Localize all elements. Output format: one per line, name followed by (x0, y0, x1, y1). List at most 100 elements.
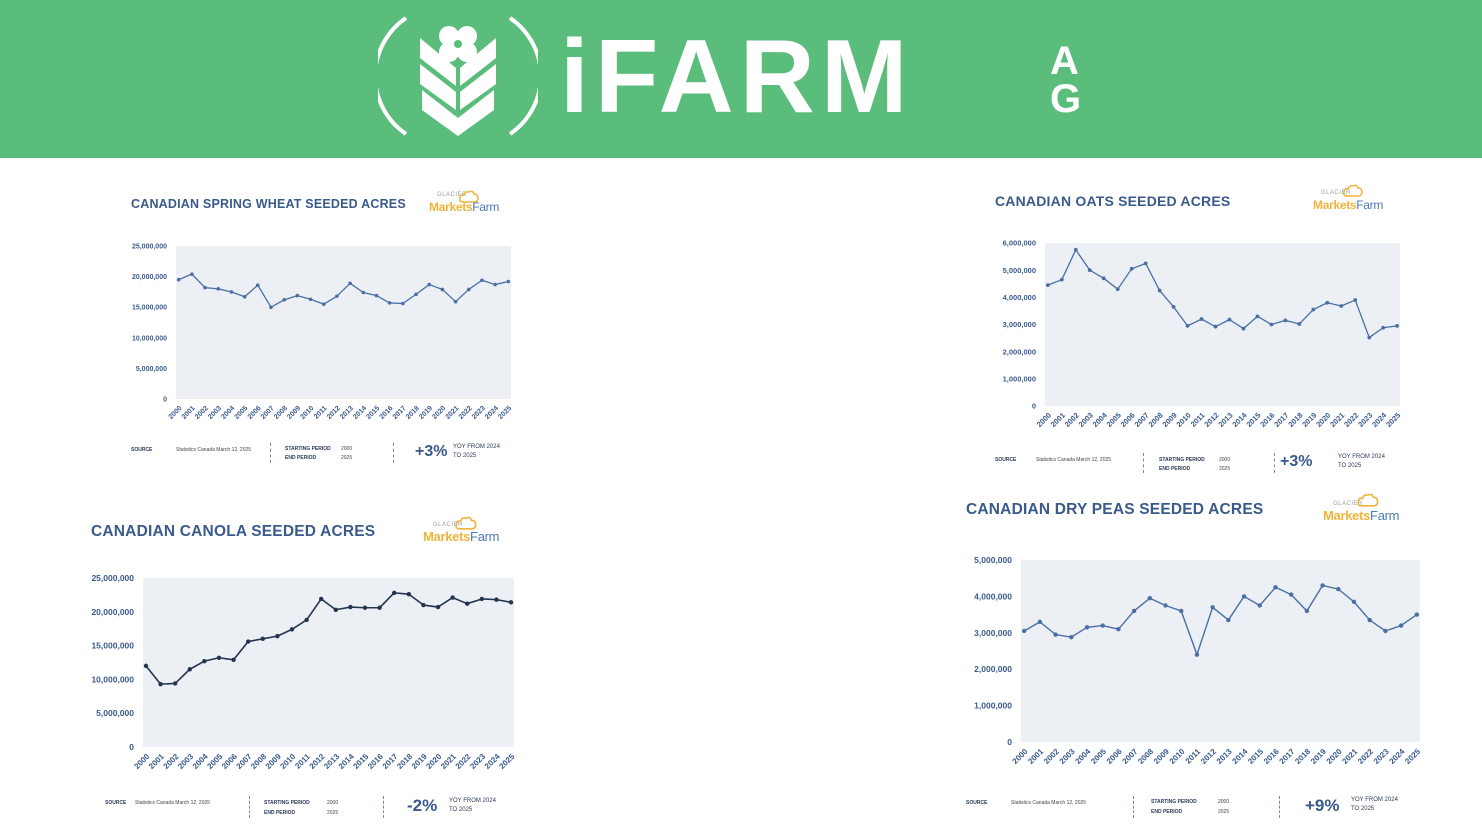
ifarm-wordmark: iFARM A G (560, 22, 1081, 132)
data-point (1087, 268, 1092, 273)
wheat-clover-logo-icon (378, 16, 538, 136)
data-point (494, 597, 499, 602)
data-point (1336, 586, 1341, 592)
data-point (333, 607, 339, 612)
brand-part2: Farm (470, 529, 500, 544)
data-point (335, 294, 339, 298)
y-tick-label: 2,000,000 (1003, 347, 1036, 356)
yoy-line1: YOY FROM 2024 (449, 798, 496, 804)
data-point (1021, 628, 1027, 634)
data-point (1131, 608, 1137, 614)
end-value: 2025 (341, 455, 353, 461)
end-value: 2025 (1218, 809, 1230, 815)
y-tick-label: 0 (163, 396, 167, 403)
data-point (1185, 323, 1190, 328)
source-label: SOURCE (966, 800, 988, 806)
data-point (1304, 608, 1310, 614)
brain-cloud-icon (1357, 493, 1379, 507)
data-point (1199, 317, 1204, 321)
x-tick-label: 2006 (1105, 747, 1124, 766)
x-tick-label: 2003 (1058, 747, 1077, 766)
data-point (1163, 603, 1168, 608)
x-tick-label: 2018 (1293, 747, 1312, 766)
start-label: STARTING PERIOD (285, 446, 331, 452)
data-point (216, 287, 221, 291)
header-banner: iFARM A G (0, 0, 1482, 158)
source-label: SOURCE (131, 447, 153, 453)
y-tick-label: 20,000,000 (132, 274, 167, 281)
data-point (1241, 594, 1247, 599)
y-tick-label: 15,000,000 (132, 305, 167, 312)
yoy-line2: TO 2025 (1338, 463, 1362, 469)
end-label: END PERIOD (1159, 466, 1191, 472)
brand-small: GLACIER (437, 192, 467, 198)
yoy-change: +3% (415, 443, 448, 460)
markets-farm-badge: GLACIER MarketsFarm (1323, 493, 1399, 525)
data-point (216, 655, 222, 660)
x-tick-label: 2000 (1011, 747, 1030, 766)
data-point (465, 601, 470, 606)
x-tick-label: 2008 (1136, 747, 1155, 766)
start-label: STARTING PERIOD (264, 800, 310, 806)
data-point (1297, 322, 1302, 326)
data-point (1353, 298, 1358, 302)
data-point (374, 293, 379, 298)
data-point (1069, 634, 1074, 640)
data-point (318, 596, 324, 602)
data-point (1100, 623, 1105, 628)
data-point (295, 293, 300, 298)
data-point (1194, 652, 1200, 657)
data-point (348, 281, 352, 286)
y-tick-label: 10,000,000 (132, 335, 167, 342)
x-tick-label: 2010 (1168, 747, 1187, 766)
start-value: 2000 (341, 446, 353, 452)
data-point (1116, 626, 1121, 632)
footer-divider (383, 796, 384, 818)
source-value: Statistics Canada March 12, 2025 (1036, 457, 1112, 463)
data-point (1084, 625, 1090, 630)
yoy-text: YOY FROM 2024 TO 2025 (449, 797, 496, 815)
footer-divider (1274, 453, 1275, 473)
yoy-line1: YOY FROM 2024 (453, 444, 500, 450)
data-point (1320, 583, 1325, 588)
source-value: Statistics Canada March 12, 2025 (135, 800, 211, 806)
y-tick-label: 25,000,000 (132, 243, 167, 250)
data-point (480, 278, 484, 283)
chart-title: CANADIAN CANOLA SEEDED ACRES (91, 523, 376, 540)
data-point (1227, 317, 1232, 322)
data-point (269, 305, 273, 310)
x-tick-label: 2001 (1026, 747, 1045, 766)
brand-small: GLACIER (1321, 190, 1351, 196)
data-point (1226, 617, 1231, 623)
yoy-line1: YOY FROM 2024 (1338, 454, 1385, 460)
x-tick-label: 2011 (1184, 747, 1203, 766)
data-point (348, 604, 353, 610)
data-point (1045, 283, 1050, 288)
series-line (1047, 249, 1398, 339)
source-label: SOURCE (105, 800, 127, 806)
data-point (1101, 276, 1106, 281)
data-point (1339, 304, 1344, 308)
data-point (453, 299, 458, 304)
markets-farm-badge: GLACIER MarketsFarm (429, 190, 499, 216)
footer-divider (249, 796, 250, 818)
data-point (229, 290, 234, 294)
yoy-line1: YOY FROM 2024 (1351, 797, 1398, 803)
y-tick-label: 2,000,000 (974, 664, 1012, 674)
data-point (440, 287, 445, 292)
data-point (1325, 300, 1330, 305)
data-point (466, 287, 471, 292)
x-tick-label: 2002 (1042, 747, 1061, 766)
plot-area (1021, 560, 1420, 742)
source-value: Statistics Canada March 12, 2025 (1011, 800, 1087, 806)
yoy-line2: TO 2025 (453, 453, 477, 459)
data-point (427, 282, 432, 287)
y-tick-label: 0 (1032, 402, 1036, 411)
x-tick-label: 2022 (1356, 747, 1375, 766)
brain-cloud-icon (455, 516, 477, 530)
y-tick-label: 4,000,000 (974, 591, 1012, 601)
series-line (1023, 584, 1418, 656)
data-point (361, 290, 366, 295)
y-tick-label: 1,000,000 (1003, 374, 1036, 383)
x-tick-label: 2025 (1403, 747, 1422, 766)
